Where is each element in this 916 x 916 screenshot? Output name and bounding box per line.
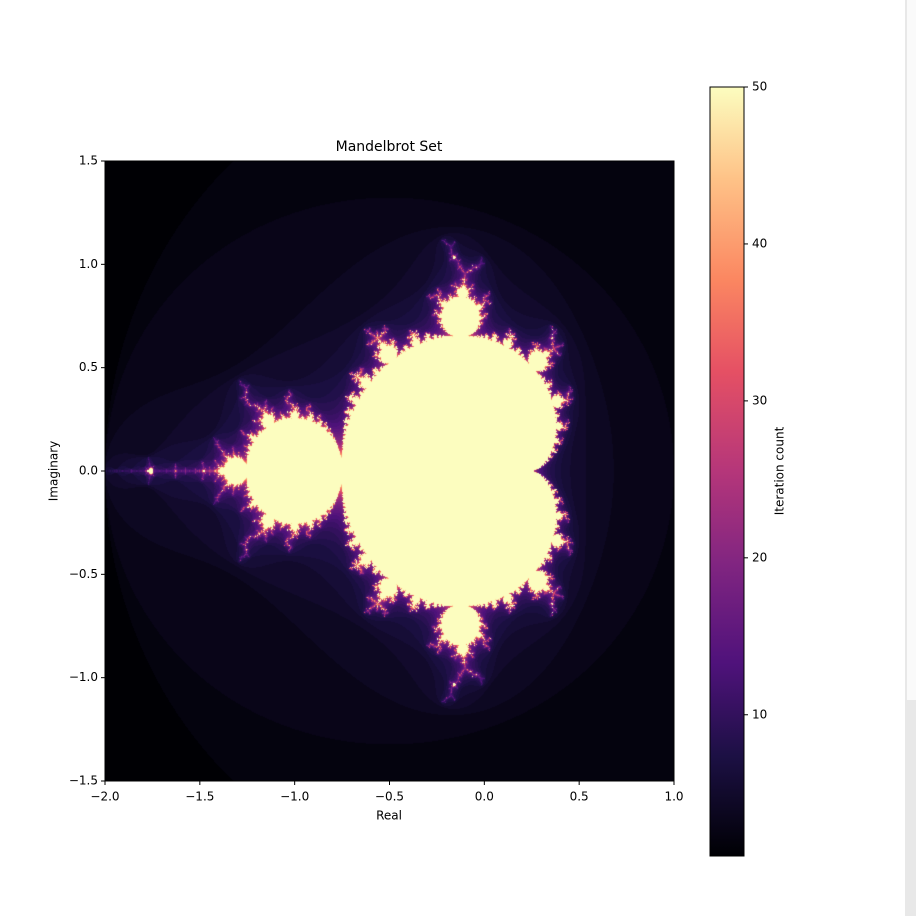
y-tick-label: −1.0 — [69, 670, 98, 684]
colorbar-tick-label: 20 — [752, 550, 767, 564]
x-tick-label: 0.5 — [570, 790, 589, 804]
fractal-image — [105, 161, 674, 781]
y-tick-label: 1.0 — [79, 257, 98, 271]
x-tick-label: −1.0 — [280, 790, 309, 804]
y-tick-label: −0.5 — [69, 567, 98, 581]
x-tick-label: −1.5 — [185, 790, 214, 804]
chart-title: Mandelbrot Set — [336, 139, 443, 155]
x-axis-label: Real — [376, 809, 402, 823]
y-tick-label: 0.5 — [79, 360, 98, 374]
x-tick-label: 1.0 — [664, 790, 683, 804]
colorbar-tick-label: 50 — [752, 80, 767, 94]
colorbar-label: Iteration count — [773, 426, 787, 515]
x-tick-label: −0.5 — [375, 790, 404, 804]
y-tick-label: 0.0 — [79, 464, 98, 478]
colorbar-tick-label: 40 — [752, 236, 767, 250]
x-tick-label: 0.0 — [475, 790, 494, 804]
colorbar-tick-label: 30 — [752, 393, 767, 407]
side-window-pane — [907, 0, 916, 700]
y-tick-label: −1.5 — [69, 774, 98, 788]
colorbar — [709, 86, 745, 857]
colorbar-tick-label: 10 — [752, 707, 767, 721]
x-tick-label: −2.0 — [90, 790, 119, 804]
y-tick-label: 1.5 — [79, 154, 98, 168]
y-axis-label: Imaginary — [47, 441, 61, 502]
